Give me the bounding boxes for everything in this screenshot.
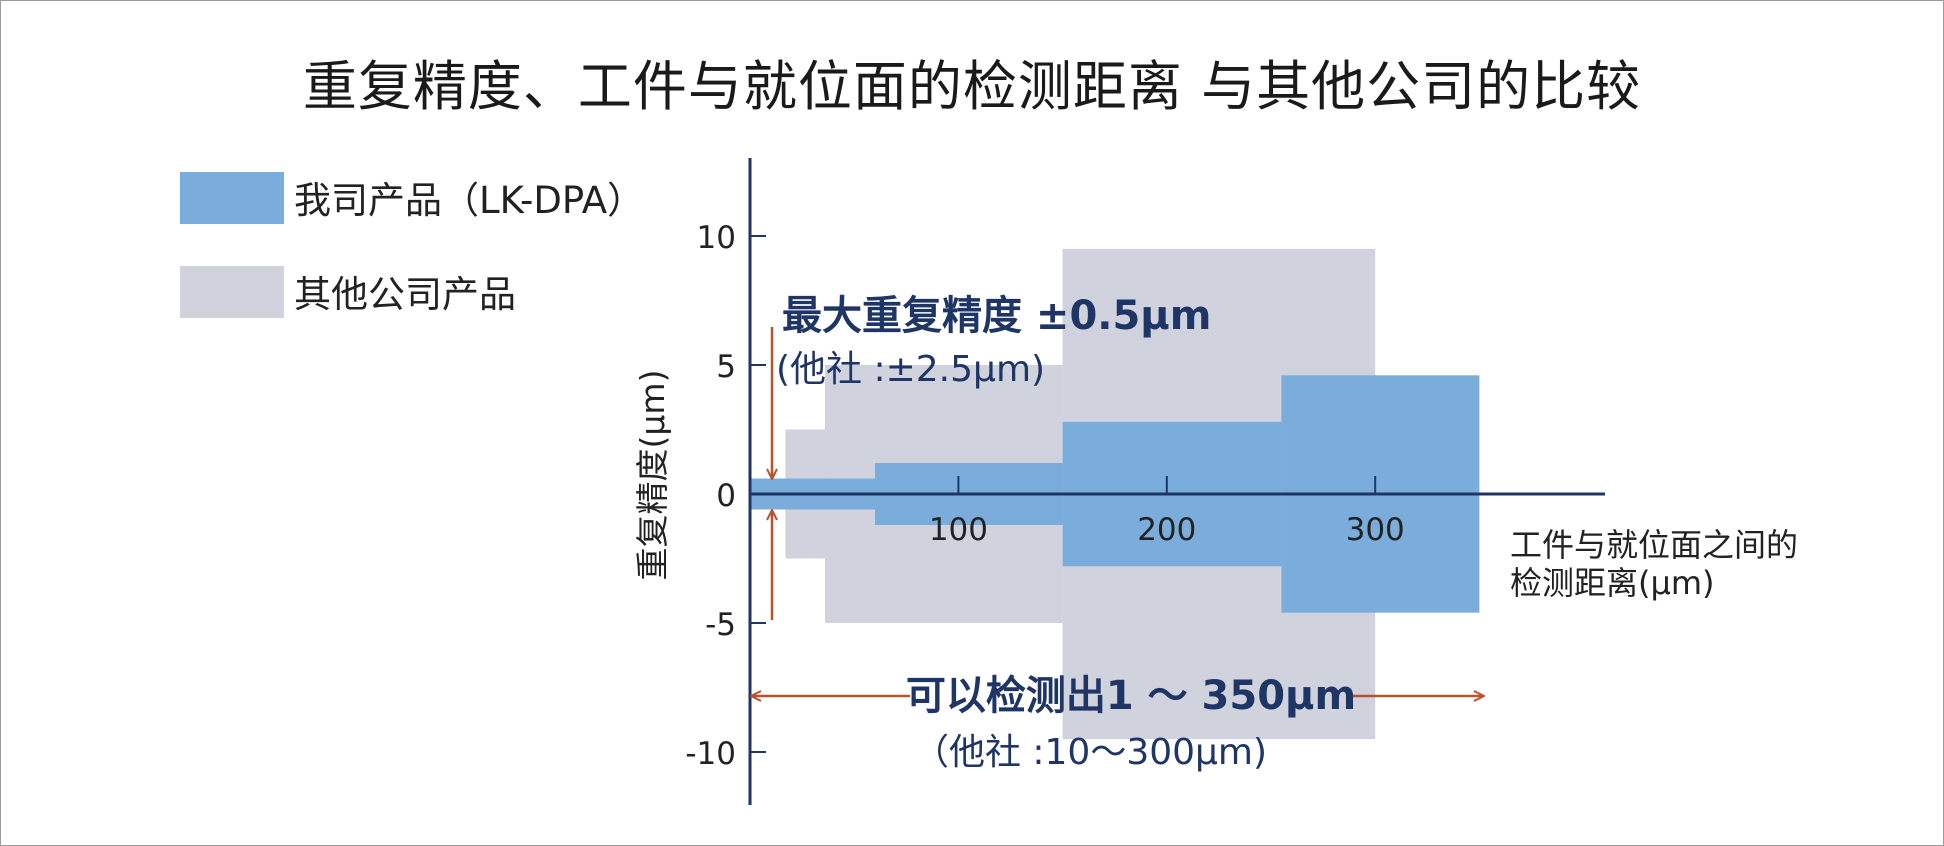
annotation-range-main: 可以检测出1 ～ 350μm <box>906 673 1356 719</box>
annotation-range-other: （他社 :10～300μm) <box>913 732 1267 773</box>
y-tick-label--10: -10 <box>685 736 736 772</box>
annotation-precision-main: 最大重复精度 ±0.5μm <box>782 293 1211 339</box>
y-tick-label-0: 0 <box>716 478 736 514</box>
annotation-precision-other: (他社 :±2.5μm) <box>776 349 1045 390</box>
legend-swatch-others <box>180 266 284 318</box>
x-tick-label-300: 300 <box>1346 512 1405 548</box>
x-axis-label-line2: 检测距离(μm) <box>1510 564 1715 602</box>
y-tick-label-10: 10 <box>697 220 736 256</box>
y-tick-label--5: -5 <box>705 607 736 643</box>
ticks-group: 10 5 0 -5 -10 100 200 300 <box>685 220 1404 772</box>
x-tick-label-100: 100 <box>929 512 988 548</box>
chart-title: 重复精度、工件与就位面的检测距离 与其他公司的比较 <box>302 55 1642 118</box>
x-tick-label-200: 200 <box>1137 512 1196 548</box>
legend-label-ours: 我司产品（LK-DPA） <box>294 179 645 222</box>
y-axis-label: 重复精度(μm) <box>633 370 672 581</box>
legend-swatch-ours <box>180 172 284 224</box>
x-axis-label-line1: 工件与就位面之间的 <box>1510 526 1798 564</box>
legend-label-others: 其他公司产品 <box>294 273 516 316</box>
y-tick-label-5: 5 <box>716 349 736 385</box>
